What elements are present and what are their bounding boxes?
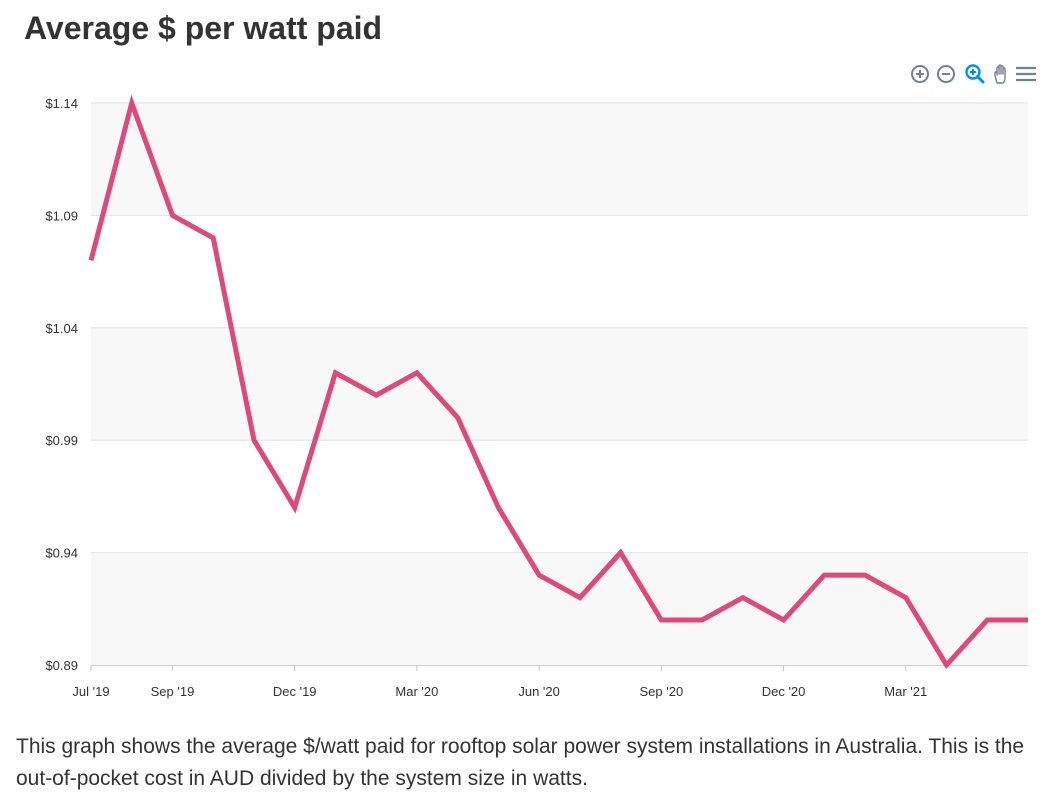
chart-series	[87, 94, 1032, 670]
data-point[interactable]	[1024, 616, 1032, 624]
data-point[interactable]	[250, 436, 258, 444]
y-tick-label: $0.94	[45, 546, 78, 561]
y-tick-label: $1.04	[45, 321, 78, 336]
y-tick-label: $1.09	[45, 208, 78, 223]
y-tick-label: $0.89	[45, 658, 78, 673]
pan-hand-icon[interactable]	[990, 62, 1014, 86]
data-point[interactable]	[902, 594, 910, 602]
data-point[interactable]	[331, 369, 339, 377]
series-line	[88, 94, 1028, 670]
x-tick-label: Dec '20	[762, 684, 806, 699]
x-tick-label: Dec '19	[273, 684, 317, 699]
data-point[interactable]	[372, 391, 380, 399]
data-point[interactable]	[291, 504, 299, 512]
data-point[interactable]	[128, 99, 136, 107]
data-point[interactable]	[983, 616, 991, 624]
y-axis: $0.89 $0.94 $0.99 $1.04 $1.09 $1.14	[45, 96, 78, 673]
y-tick-label: $0.99	[45, 433, 78, 448]
chart-band	[91, 103, 1028, 216]
page-title: Average $ per watt paid	[24, 10, 383, 46]
data-point[interactable]	[454, 414, 462, 422]
chart-band	[91, 552, 1028, 665]
data-point[interactable]	[209, 234, 217, 242]
zoom-in-icon[interactable]	[908, 62, 932, 86]
y-tick-label: $1.14	[45, 96, 78, 111]
magnifier-zoom-icon[interactable]	[963, 62, 987, 86]
chart-description: This graph shows the average $/watt paid…	[16, 735, 1025, 790]
zoom-out-icon[interactable]	[934, 62, 958, 86]
data-point[interactable]	[943, 661, 951, 669]
x-tick-label: Sep '20	[640, 684, 684, 699]
data-point[interactable]	[535, 571, 543, 579]
x-tick-label: Mar '20	[395, 684, 438, 699]
x-tick-label: Jun '20	[518, 684, 560, 699]
data-point[interactable]	[617, 549, 625, 557]
data-point[interactable]	[168, 211, 176, 219]
chart-band	[91, 327, 1028, 441]
data-point[interactable]	[739, 594, 747, 602]
data-point[interactable]	[657, 616, 665, 624]
data-point[interactable]	[861, 571, 869, 579]
data-point[interactable]	[698, 616, 706, 624]
menu-icon[interactable]	[1014, 62, 1038, 86]
x-tick-label: Jul '19	[72, 684, 109, 699]
data-point[interactable]	[494, 504, 502, 512]
x-tick-label: Mar '21	[884, 684, 927, 699]
x-axis: Jul '19 Sep '19 Dec '19 Mar '20 Jun '20 Sep '…	[72, 665, 927, 699]
data-point[interactable]	[576, 594, 584, 602]
data-point[interactable]	[87, 256, 95, 264]
x-tick-label: Sep '19	[151, 684, 195, 699]
data-point[interactable]	[413, 369, 421, 377]
data-point[interactable]	[780, 616, 788, 624]
data-point[interactable]	[820, 571, 828, 579]
chart-gridlines	[91, 102, 1028, 554]
chart-toolbar	[908, 62, 1038, 86]
chart-bands	[91, 103, 1028, 665]
line-chart: $0.89 $0.94 $0.99 $1.04 $1.09 $1.14 Jul '19 Se…	[45, 94, 1032, 699]
